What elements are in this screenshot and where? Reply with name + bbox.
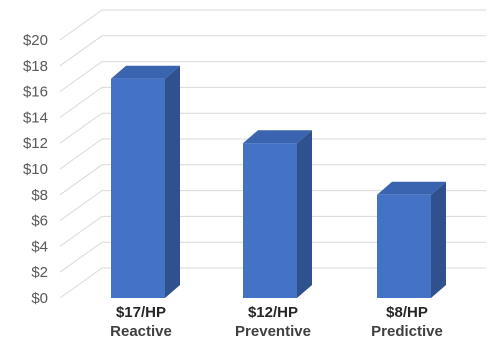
gridline xyxy=(59,138,486,170)
bar-side xyxy=(297,130,312,298)
x-category-label: $8/HP xyxy=(386,304,428,321)
y-tick-label: $12 xyxy=(23,135,48,152)
x-category-label: $12/HP xyxy=(248,304,298,321)
gridline xyxy=(59,190,486,222)
gridlines xyxy=(59,9,486,299)
y-tick-label: $14 xyxy=(23,109,48,126)
y-tick-label: $6 xyxy=(31,213,48,230)
gridline xyxy=(59,164,486,196)
gridline xyxy=(59,9,486,41)
x-subcategory-label: Reactive xyxy=(110,323,172,340)
gridline xyxy=(59,35,486,67)
y-tick-label: $4 xyxy=(31,238,48,255)
y-tick-label: $18 xyxy=(23,58,48,75)
x-subcategory-label: Preventive xyxy=(235,323,311,340)
gridline xyxy=(59,215,486,247)
bar-top xyxy=(377,181,446,195)
y-tick-label: $10 xyxy=(23,161,48,178)
gridline xyxy=(59,61,486,93)
bar-front xyxy=(377,194,431,298)
bar xyxy=(243,130,312,298)
y-tick-label: $0 xyxy=(31,290,48,307)
y-tick-label: $20 xyxy=(23,32,48,49)
gridline xyxy=(59,241,486,273)
bar-front xyxy=(243,143,297,298)
y-tick-label: $16 xyxy=(23,84,48,101)
y-tick-label: $2 xyxy=(31,264,48,281)
gridline xyxy=(59,267,486,299)
x-category-label: $17/HP xyxy=(116,304,166,321)
gridline xyxy=(59,86,486,118)
x-axis-labels: $17/HP Reactive $12/HP Preventive $8/HP Predi… xyxy=(110,304,443,340)
gridline xyxy=(59,112,486,144)
bar-side xyxy=(165,65,180,298)
x-subcategory-label: Predictive xyxy=(371,323,443,340)
y-tick-label: $8 xyxy=(31,187,48,204)
bar xyxy=(111,65,180,298)
bar-top xyxy=(111,65,180,79)
bar-side xyxy=(431,181,446,298)
bar xyxy=(377,181,446,298)
bar-front xyxy=(111,78,165,298)
bar-top xyxy=(243,130,312,144)
bars xyxy=(111,65,446,298)
y-axis: $0 $2 $4 $6 $8 $10 $12 $14 $16 $18 $20 xyxy=(23,32,48,307)
